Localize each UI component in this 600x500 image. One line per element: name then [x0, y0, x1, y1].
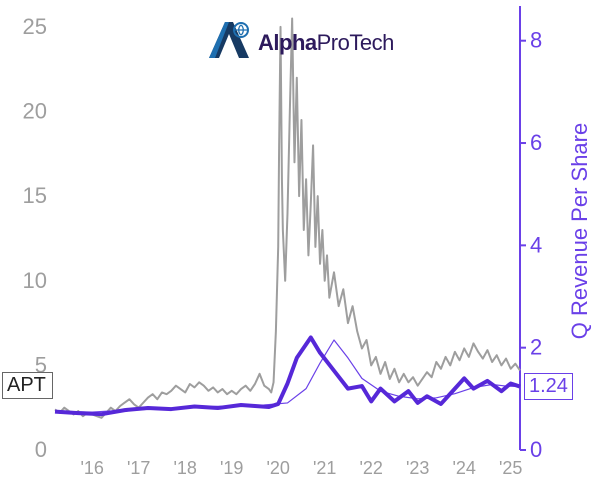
svg-text:20: 20 — [23, 99, 47, 124]
svg-text:'18: '18 — [173, 458, 196, 478]
svg-text:'25: '25 — [499, 458, 522, 478]
svg-text:'17: '17 — [127, 458, 150, 478]
svg-text:2: 2 — [530, 335, 542, 360]
logo-icon — [205, 20, 253, 60]
svg-text:'20: '20 — [266, 458, 289, 478]
chart-container: 051015202502468'16'17'18'19'20'21'22'23'… — [0, 0, 600, 500]
last-value-box: 1.24 — [524, 373, 573, 400]
svg-text:'19: '19 — [220, 458, 243, 478]
logo-text: AlphaProTech — [258, 30, 394, 56]
y-right-axis-label: Q Revenue Per Share — [567, 121, 593, 341]
logo-text-bold: Alpha — [258, 30, 317, 55]
svg-text:25: 25 — [23, 14, 47, 39]
svg-text:8: 8 — [530, 28, 542, 53]
svg-text:0: 0 — [35, 437, 47, 462]
last-value-text: 1.24 — [529, 375, 568, 397]
svg-text:'21: '21 — [313, 458, 336, 478]
svg-text:'22: '22 — [359, 458, 382, 478]
chart-svg: 051015202502468'16'17'18'19'20'21'22'23'… — [0, 0, 600, 500]
svg-text:4: 4 — [530, 232, 542, 257]
svg-text:'23: '23 — [406, 458, 429, 478]
svg-text:'24: '24 — [452, 458, 475, 478]
svg-text:6: 6 — [530, 130, 542, 155]
svg-text:10: 10 — [23, 268, 47, 293]
svg-text:0: 0 — [530, 437, 542, 462]
ticker-text: APT — [7, 374, 46, 396]
svg-text:15: 15 — [23, 183, 47, 208]
ticker-label-box: APT — [2, 372, 53, 399]
logo-text-rest: ProTech — [317, 30, 394, 55]
svg-text:'16: '16 — [80, 458, 103, 478]
